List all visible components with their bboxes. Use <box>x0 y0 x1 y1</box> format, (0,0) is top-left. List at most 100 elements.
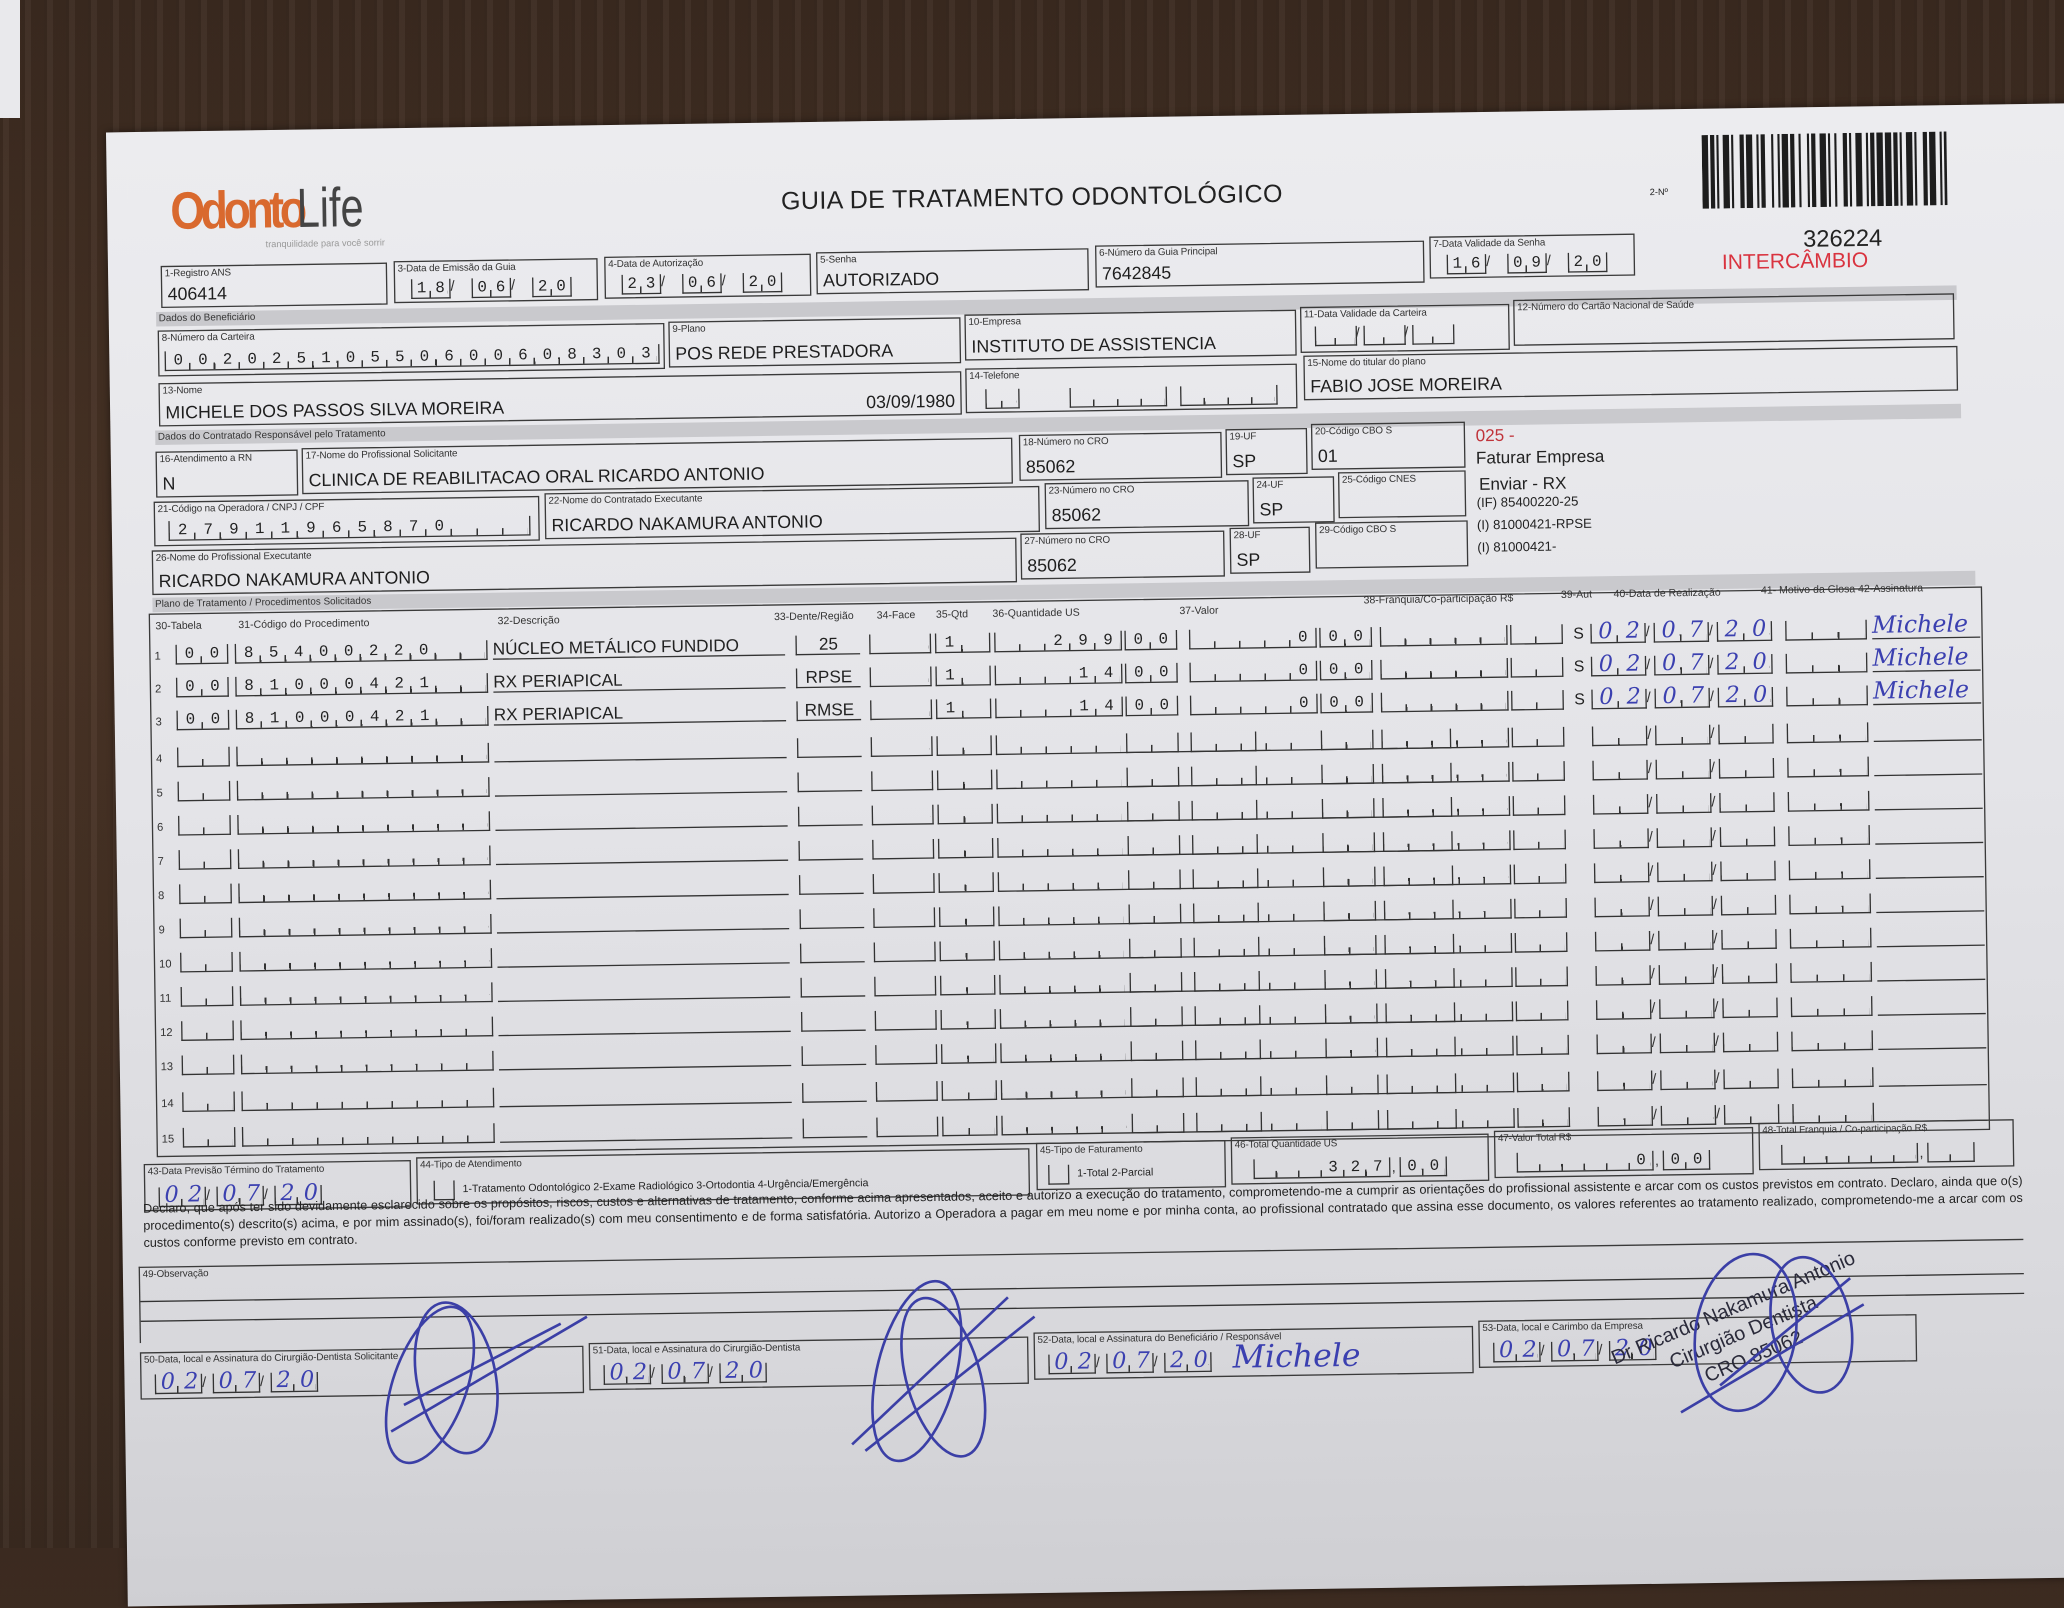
cell-tabela[interactable] <box>179 883 232 905</box>
cell-assinatura[interactable]: Michele <box>1872 610 1981 640</box>
cell-franquia-int[interactable] <box>1380 657 1509 680</box>
cell-tabela[interactable] <box>177 815 231 836</box>
cell-face[interactable] <box>870 699 933 721</box>
cell-data-mes[interactable] <box>1655 758 1712 780</box>
cell-face[interactable] <box>875 1081 938 1102</box>
cell-data-mes[interactable]: 07 <box>1654 683 1717 710</box>
field-cbo-20[interactable]: 20-Código CBO S 01 <box>1310 421 1466 470</box>
field-cro-23[interactable]: 23-Número no CRO 85062 <box>1044 480 1250 530</box>
cell-franquia-int[interactable] <box>1386 1108 1515 1130</box>
cell-assinatura[interactable] <box>1876 920 1985 948</box>
cell-codigo[interactable] <box>236 742 490 767</box>
cell-data-mes[interactable]: 07 <box>1653 650 1717 677</box>
cell-face[interactable] <box>871 804 934 826</box>
cell-dente[interactable] <box>797 805 863 827</box>
cell-qtd-us-dec[interactable] <box>1128 937 1182 959</box>
cell-data-ano[interactable] <box>1721 963 1778 984</box>
cell-franquia-dec[interactable] <box>1512 795 1566 816</box>
cell-dente[interactable] <box>802 1082 867 1103</box>
cell-franquia-int[interactable] <box>1379 625 1508 647</box>
cell-valor-dec[interactable] <box>1325 1074 1379 1096</box>
cell-franquia-dec[interactable] <box>1516 1034 1570 1056</box>
cell-valor-dec[interactable] <box>1320 729 1374 751</box>
cell-franquia-int[interactable] <box>1383 864 1512 887</box>
cell-tabela[interactable] <box>180 986 234 1007</box>
cell-valor-dec[interactable]: 00 <box>1320 693 1380 714</box>
cell-tabela[interactable] <box>180 952 233 973</box>
cell-franquia-dec[interactable] <box>1515 1000 1569 1022</box>
cell-valor-dec[interactable] <box>1321 763 1375 785</box>
cell-motivo-glosa[interactable] <box>1786 685 1868 707</box>
field-numero-guia-principal[interactable]: 6-Número da Guia Principal 7642845 <box>1094 240 1425 288</box>
cell-tabela[interactable] <box>181 1054 235 1076</box>
cell-data-dia[interactable] <box>1594 930 1651 952</box>
cell-data-dia[interactable] <box>1593 828 1649 849</box>
cell-data-ano[interactable] <box>1722 997 1778 1019</box>
cell-data-mes[interactable] <box>1658 930 1714 951</box>
cell-codigo[interactable] <box>241 1087 495 1112</box>
cell-dente[interactable] <box>802 1117 868 1139</box>
field-uf-24[interactable]: 24-UF SP <box>1252 476 1335 524</box>
cell-dente[interactable] <box>799 908 865 930</box>
cell-franquia-int[interactable] <box>1380 690 1509 713</box>
cell-dente[interactable]: RPSE <box>795 666 861 689</box>
cell-face[interactable] <box>869 633 932 655</box>
cell-dente[interactable] <box>797 771 863 793</box>
cell-data-dia[interactable] <box>1595 999 1652 1020</box>
cell-data-dia[interactable] <box>1593 862 1650 884</box>
field-cro-27[interactable]: 27-Número no CRO 85062 <box>1020 530 1225 580</box>
cell-assinatura[interactable] <box>1875 852 1984 879</box>
cell-codigo[interactable] <box>240 1016 494 1041</box>
cell-data-mes[interactable]: 07 <box>1653 617 1717 644</box>
cell-qtd-us-dec[interactable]: 00 <box>1125 696 1185 717</box>
cell-qtd-us-dec[interactable] <box>1127 869 1181 891</box>
cell-codigo[interactable]: 81000421 <box>235 673 489 697</box>
field-registro-ans[interactable]: 1-Registro ANS 406414 <box>160 262 388 309</box>
cell-qtd-us-dec[interactable] <box>1125 732 1179 754</box>
field-assinatura-dentista[interactable]: 51-Data, local e Assinatura do Cirurgião… <box>588 1336 1029 1391</box>
field-cbo-29[interactable]: 29-Código CBO S <box>1314 520 1469 569</box>
cell-qtd-us-int[interactable]: 14 <box>994 664 1129 686</box>
cell-motivo-glosa[interactable] <box>1790 996 1873 1018</box>
cell-franquia-int[interactable] <box>1384 967 1513 989</box>
cell-motivo-glosa[interactable] <box>1791 1067 1874 1089</box>
cell-qtd-us-dec[interactable] <box>1127 835 1181 856</box>
cell-data-ano[interactable] <box>1720 894 1777 916</box>
cell-qtd-us-int[interactable]: 299 <box>994 631 1128 653</box>
field-plano[interactable]: 9-Plano POS REDE PRESTADORA <box>668 317 962 368</box>
field-empresa[interactable]: 10-Empresa INSTITUTO DE ASSISTENCIA <box>964 309 1297 361</box>
field-cnes-25[interactable]: 25-Código CNES <box>1337 470 1467 519</box>
field-codigo-operadora[interactable]: 21-Código na Operadora / CNPJ / CPF 2791… <box>153 495 540 547</box>
cell-assinatura[interactable] <box>1874 783 1983 811</box>
cell-qtd[interactable]: 1 <box>935 698 992 720</box>
cell-franquia-int[interactable] <box>1382 796 1511 818</box>
field-uf-28[interactable]: 28-UF SP <box>1229 526 1311 574</box>
cell-franquia-dec[interactable] <box>1513 863 1567 885</box>
cell-tabela[interactable] <box>182 1091 236 1113</box>
cell-franquia-dec[interactable] <box>1510 657 1564 678</box>
cell-dente[interactable]: RMSE <box>796 699 862 722</box>
field-telefone[interactable]: 14-Telefone <box>965 363 1298 414</box>
cell-dente[interactable] <box>800 976 866 998</box>
cell-data-dia[interactable] <box>1594 896 1650 918</box>
cell-qtd-us-dec[interactable]: 00 <box>1124 663 1184 684</box>
cell-data-ano[interactable]: 20 <box>1717 682 1781 709</box>
cell-data-ano[interactable] <box>1721 929 1777 950</box>
cell-codigo[interactable]: 81000421 <box>235 706 489 730</box>
cell-data-dia[interactable] <box>1596 1033 1652 1055</box>
cell-valor-dec[interactable] <box>1321 798 1375 819</box>
cell-motivo-glosa[interactable] <box>1788 825 1871 847</box>
cell-data-dia[interactable] <box>1595 965 1651 986</box>
cell-tabela[interactable] <box>181 1020 234 1041</box>
cell-valor-dec[interactable] <box>1323 935 1377 956</box>
cell-data-ano[interactable] <box>1723 1104 1780 1125</box>
cell-franquia-dec[interactable] <box>1515 966 1569 987</box>
cell-franquia-int[interactable] <box>1384 933 1513 955</box>
cell-codigo[interactable] <box>237 845 491 870</box>
cell-franquia-dec[interactable] <box>1514 932 1568 953</box>
cell-tabela[interactable] <box>182 1127 236 1148</box>
cell-tabela[interactable] <box>177 780 231 802</box>
cell-qtd[interactable] <box>937 838 994 859</box>
cell-qtd[interactable]: 1 <box>935 665 991 687</box>
cell-qtd-us-dec[interactable] <box>1126 766 1180 788</box>
